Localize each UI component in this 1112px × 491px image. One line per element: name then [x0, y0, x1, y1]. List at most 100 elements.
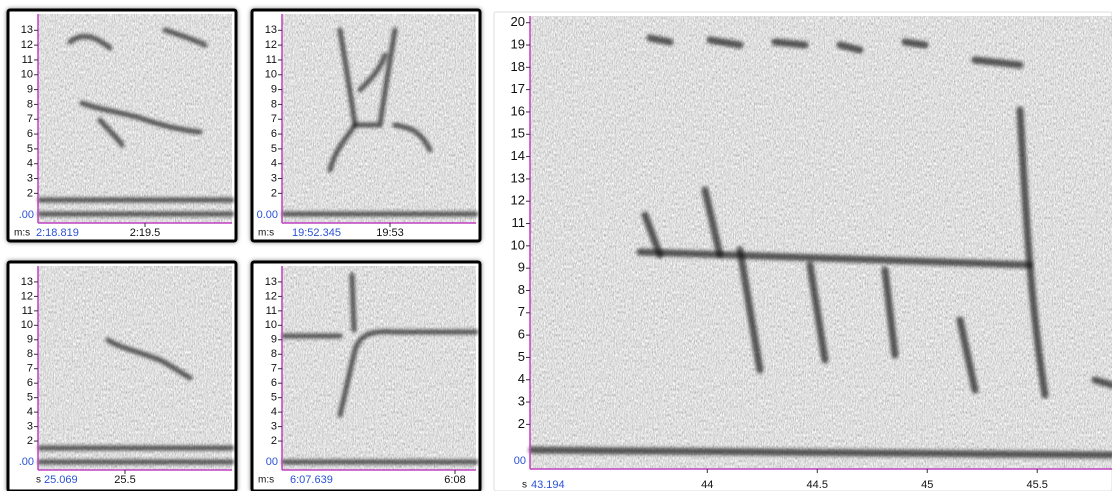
y-tick-label: 8 — [27, 348, 33, 360]
spectrogram-features — [281, 27, 479, 217]
sound-trace — [636, 248, 1034, 269]
spectrogram-image — [530, 16, 1112, 469]
y-tick-label: 11 — [22, 305, 33, 317]
spectrogram-image — [282, 266, 476, 470]
y-tick-label: 6 — [518, 327, 525, 342]
sound-trace — [706, 36, 744, 49]
y-tick-label: 7 — [271, 113, 277, 125]
x-tick-label: 2:19.5 — [130, 227, 161, 239]
y-tick-label: 10 — [21, 69, 33, 81]
spectrogram-panel: 2 3 4 5 6 7 8 9 10 11 12 13 0.00 m:s 19:52.345 19:53 — [250, 8, 482, 243]
x-tick-label: 44.5 — [807, 479, 828, 491]
y-tick-label: 20 — [511, 14, 525, 29]
sound-trace — [337, 329, 479, 418]
y-tick-label: 18 — [511, 59, 525, 74]
y-tick-label: 8 — [27, 98, 33, 110]
sound-trace — [337, 27, 398, 128]
y-tick-label: 13 — [511, 170, 525, 185]
y-tick-label: 12 — [21, 290, 33, 302]
y-tick-label: 9 — [27, 334, 33, 346]
x-tick-label: 19:53 — [376, 227, 404, 239]
y-tick-label: 11 — [512, 215, 526, 230]
y-tick-label: 5 — [518, 349, 525, 364]
time-unit-label: m:s — [258, 475, 274, 486]
y-tick-label: 10 — [21, 319, 33, 331]
y-tick-label: 4 — [27, 158, 33, 170]
y-tick-label: 13 — [265, 24, 277, 36]
y-tick-label: 6 — [27, 128, 33, 140]
y-tick-label: 12 — [21, 39, 33, 51]
spectrogram-image — [38, 266, 232, 470]
spectrogram-panel: 2 3 4 5 6 7 8 9 10 11 12 13 00 m:s 6:07.639 6:08 — [250, 260, 482, 491]
spectrogram-features — [37, 27, 235, 217]
y-tick-label: 19 — [511, 36, 525, 51]
y-tick-label: 10 — [265, 69, 277, 81]
y-tick-label: 7 — [518, 304, 525, 319]
y-tick-label: 8 — [271, 348, 277, 360]
y-tick-label: 11 — [266, 54, 277, 66]
time-start-label: 25.069 — [44, 474, 78, 486]
x-tick-label: 6:08 — [444, 474, 465, 486]
y-tick-label: 8 — [271, 98, 277, 110]
x-tick-label: 25.5 — [114, 474, 135, 486]
y-tick-label: 9 — [271, 84, 277, 96]
y-tick-label: 8 — [518, 282, 525, 297]
y-tick-label: 2 — [518, 416, 525, 431]
y-tick-label: 11 — [266, 305, 277, 317]
time-start-label: 43.194 — [531, 479, 565, 491]
time-start-label: 19:52.345 — [292, 227, 341, 239]
time-unit-label: s — [522, 480, 527, 491]
sound-trace — [1016, 106, 1049, 399]
y-tick-label: 3 — [27, 421, 33, 433]
sound-trace — [771, 38, 809, 49]
y-tick-label: 3 — [27, 172, 33, 184]
y-tick-label: 12 — [511, 193, 525, 208]
y-tick-label: 13 — [21, 276, 33, 288]
sound-trace — [881, 266, 899, 359]
y-tick-label: 12 — [265, 39, 277, 51]
y-tick-label: 11 — [22, 54, 33, 66]
y-tick-label: 15 — [511, 126, 525, 141]
sound-trace — [79, 100, 203, 135]
y-tick-label: 6 — [271, 377, 277, 389]
x-tick-label: 44 — [701, 479, 713, 491]
spectrogram-features — [281, 272, 479, 465]
y-tick-label: 10 — [511, 237, 525, 252]
sound-trace — [956, 316, 979, 394]
time-start-label: 6:07.639 — [290, 474, 333, 486]
sound-trace — [327, 122, 358, 173]
sound-trace — [701, 186, 724, 259]
y-tick-label: 13 — [265, 276, 277, 288]
y-tick-label: 5 — [27, 143, 33, 155]
y-tick-label: 2 — [271, 435, 277, 447]
sound-trace — [1091, 376, 1112, 389]
x-tick-label: 45 — [921, 479, 933, 491]
y-tick-label: 5 — [271, 143, 277, 155]
y-tick-label: 3 — [271, 172, 277, 184]
y-tick-label: 9 — [518, 260, 525, 275]
y-tick-label: 9 — [271, 334, 277, 346]
sound-trace — [349, 272, 357, 333]
spectrogram-panel: 2 3 4 5 6 7 8 9 10 11 12 13 .00 m:s 2:18.819 2:19.5 — [6, 8, 238, 243]
sound-trace — [162, 27, 208, 48]
time-unit-label: m:s — [14, 228, 30, 239]
y-tick-label: 14 — [511, 148, 525, 163]
sound-trace — [105, 337, 193, 381]
y-tick-label: 2 — [27, 435, 33, 447]
y-tick-label: 6 — [271, 128, 277, 140]
sound-trace — [736, 246, 764, 374]
sound-trace — [901, 38, 929, 49]
sound-trace — [836, 41, 864, 54]
sound-trace — [357, 52, 388, 93]
y-tick-label: 7 — [271, 363, 277, 375]
time-unit-label: s — [36, 475, 41, 486]
sound-trace — [641, 211, 664, 259]
y-tick-label: 17 — [511, 81, 525, 96]
y-tick-label: 6 — [27, 377, 33, 389]
spectrogram-panel: 2 3 4 5 6 7 8 9 10 11 12 13 .00s 25.069 25.5 — [6, 260, 238, 491]
x-tick-label: 45.5 — [1027, 479, 1048, 491]
y-tick-label: 7 — [27, 363, 33, 375]
y-tick-label: 3 — [271, 421, 277, 433]
time-start-label: 2:18.819 — [36, 227, 79, 239]
